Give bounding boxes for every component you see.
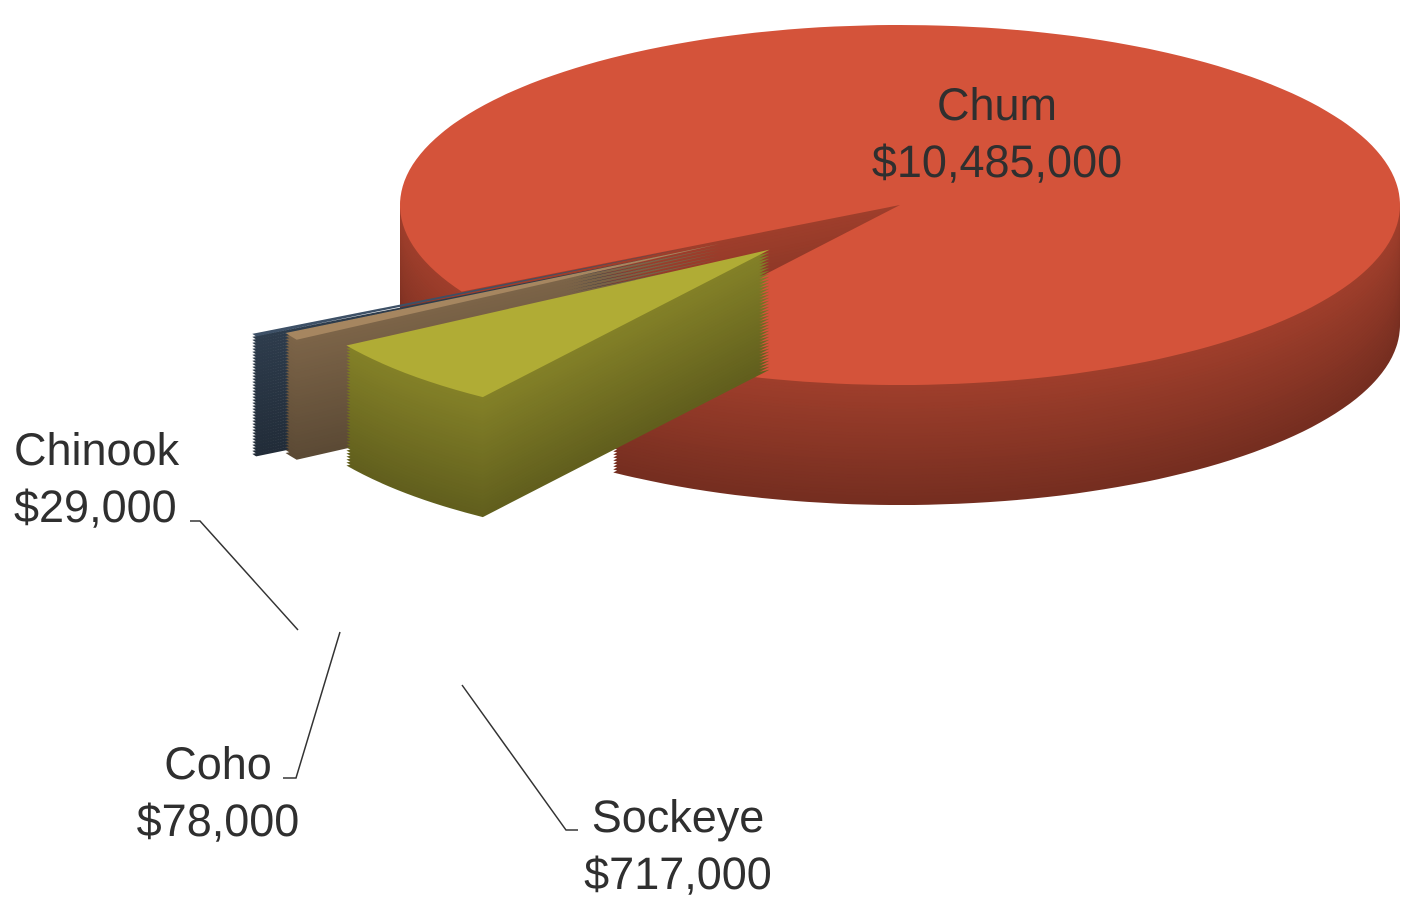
slice (400, 24, 1401, 386)
leader-line (283, 631, 341, 779)
slice (346, 249, 770, 398)
slice-label: Chinook (14, 424, 180, 475)
slice-side (285, 255, 720, 352)
slices (252, 24, 1401, 518)
leader-line (461, 684, 578, 831)
slice (252, 247, 691, 337)
slice-value-label: $717,000 (584, 848, 772, 899)
slice-value-label: $29,000 (14, 481, 177, 532)
slice-side (285, 252, 720, 349)
leader-line (190, 520, 299, 631)
slice-side (285, 258, 720, 355)
slice-label: Chum (937, 79, 1057, 130)
slice-label: Sockeye (592, 791, 765, 842)
slice-side (285, 246, 720, 343)
slice-side (285, 249, 720, 346)
slice-label: Coho (164, 738, 272, 789)
slice-value-label: $10,485,000 (872, 136, 1122, 187)
slice-value-label: $78,000 (137, 795, 300, 846)
slice (285, 243, 720, 340)
